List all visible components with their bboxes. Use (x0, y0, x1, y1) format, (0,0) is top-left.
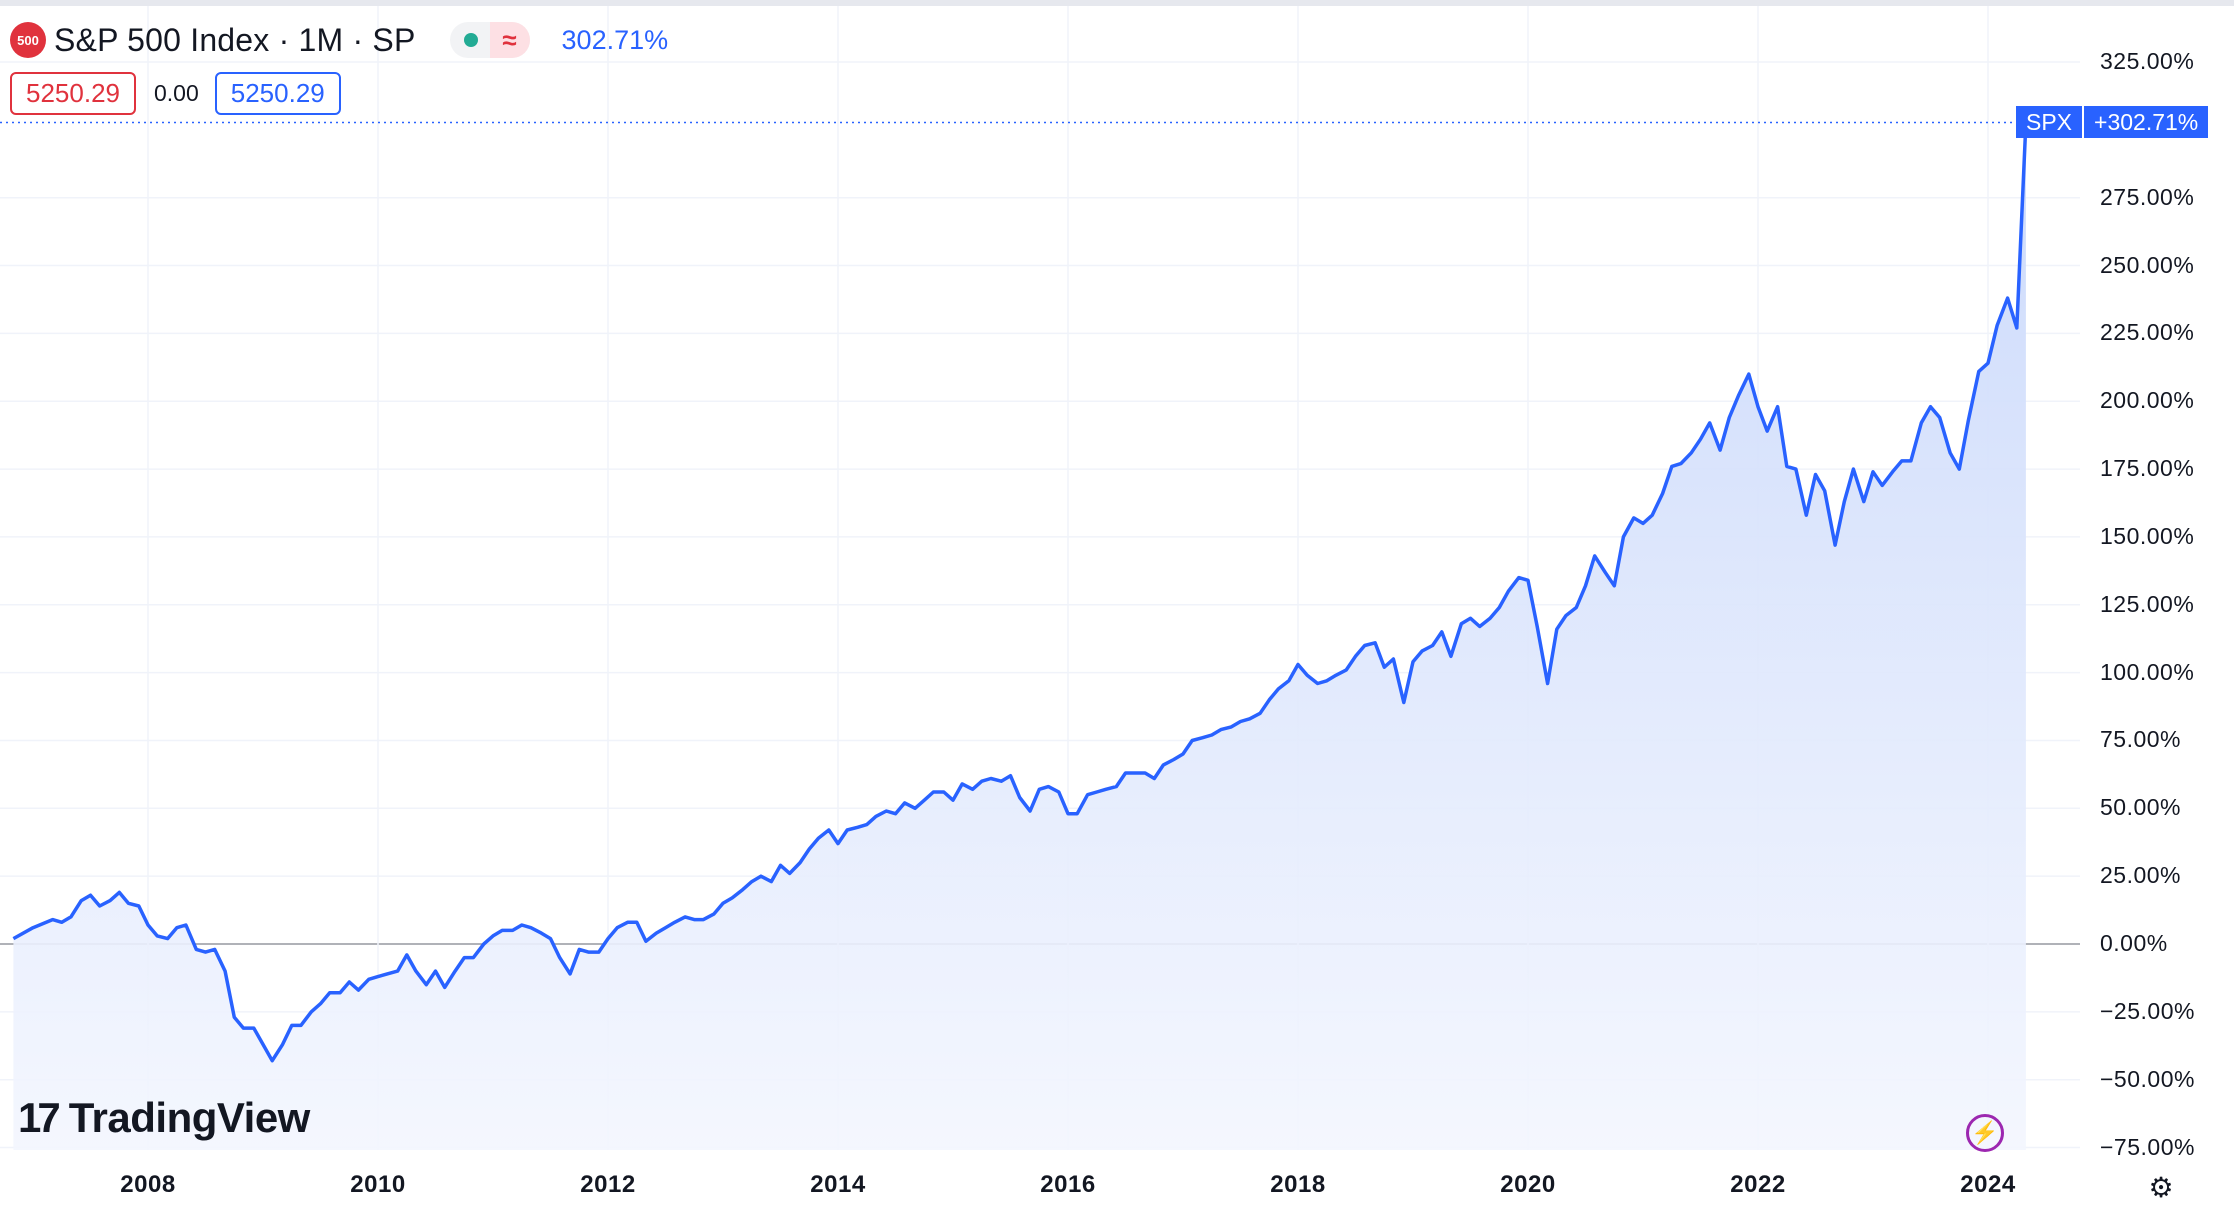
symbol-title[interactable]: S&P 500 Index · 1M · SP (54, 21, 416, 58)
y-tick-label: 100.00% (2100, 658, 2195, 685)
last-price-label: SPX +302.71% (2016, 106, 2209, 138)
y-tick-label: −50.00% (2100, 1065, 2195, 1092)
y-tick-label: 0.00% (2100, 930, 2168, 956)
y-tick-label: −25.00% (2100, 997, 2195, 1024)
ohlc-values: 5250.29 0.00 5250.29 (10, 72, 341, 115)
y-tick-label: 25.00% (2100, 862, 2182, 889)
x-tick-label: 2024 (1960, 1171, 2016, 1198)
market-open-dot-icon (463, 33, 478, 47)
close-value-box: 5250.29 (214, 72, 341, 115)
y-tick-label: 50.00% (2100, 794, 2182, 821)
y-tick-label: −75.00% (2100, 1133, 2195, 1160)
open-value-box: 5250.29 (10, 72, 136, 115)
x-tick-label: 2010 (350, 1171, 406, 1198)
x-tick-label: 2020 (1500, 1171, 1556, 1198)
change-value: 0.00 (153, 80, 199, 106)
settings-gear-icon[interactable]: ⚙ (2148, 1171, 2174, 1203)
y-tick-label: 325.00% (2100, 48, 2195, 74)
market-status-pill[interactable]: ≈ (449, 22, 530, 58)
last-price-value: +302.71% (2084, 106, 2209, 138)
x-tick-label: 2014 (810, 1171, 866, 1198)
area-layer (13, 122, 2026, 1150)
x-tick-label: 2008 (120, 1171, 176, 1198)
top-border (0, 0, 2234, 6)
x-tick-label: 2018 (1270, 1171, 1326, 1198)
area-fill (13, 122, 2026, 1150)
y-tick-label: 125.00% (2100, 590, 2195, 617)
y-tick-label: 200.00% (2100, 387, 2195, 414)
lightning-bolt-icon[interactable]: ⚡ (1966, 1114, 2004, 1152)
x-tick-label: 2012 (580, 1171, 636, 1198)
series-line[interactable] (12, 122, 2028, 1063)
y-tick-label: 275.00% (2100, 183, 2195, 210)
tradingview-logo[interactable]: 17 TradingView (18, 1094, 310, 1142)
y-tick-label: 175.00% (2100, 455, 2195, 482)
delayed-data-icon: ≈ (489, 22, 530, 58)
symbol-legend[interactable]: 500 S&P 500 Index · 1M · SP ≈ 302.71% (10, 18, 668, 62)
tradingview-wordmark: TradingView (68, 1094, 311, 1141)
y-tick-label: 225.00% (2100, 319, 2195, 346)
y-tick-label: 250.00% (2100, 251, 2195, 278)
percent-change-label: 302.71% (561, 24, 669, 55)
last-price-symbol: SPX (2016, 106, 2083, 138)
y-tick-label: 150.00% (2100, 522, 2195, 549)
tradingview-mark-icon: 17 (18, 1094, 61, 1141)
sp500-logo-icon: 500 (10, 22, 46, 58)
x-tick-label: 2016 (1040, 1171, 1096, 1198)
y-tick-label: 75.00% (2100, 726, 2182, 753)
x-tick-label: 2022 (1730, 1171, 1786, 1198)
